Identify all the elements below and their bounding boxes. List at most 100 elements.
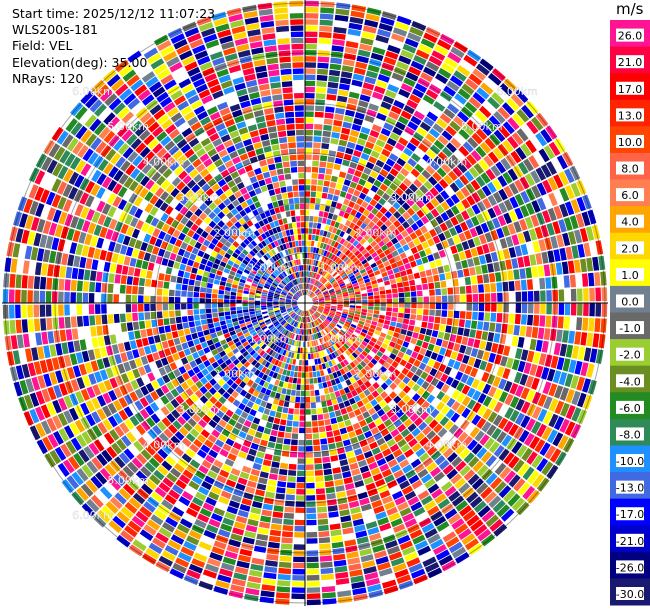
velocity-gate bbox=[248, 303, 254, 306]
velocity-gate bbox=[307, 259, 310, 265]
velocity-gate bbox=[296, 489, 305, 495]
velocity-gate bbox=[454, 178, 465, 189]
velocity-gate bbox=[351, 175, 360, 184]
velocity-gate bbox=[125, 294, 132, 303]
velocity-gate bbox=[318, 537, 331, 544]
velocity-gate bbox=[312, 279, 316, 285]
velocity-gate bbox=[404, 308, 411, 314]
velocity-gate bbox=[211, 308, 218, 313]
velocity-gate bbox=[319, 19, 333, 26]
velocity-gate bbox=[325, 273, 331, 279]
velocity-gate bbox=[305, 252, 308, 259]
velocity-gate bbox=[311, 278, 314, 284]
velocity-gate bbox=[565, 185, 575, 200]
velocity-gate bbox=[542, 179, 553, 194]
velocity-gate bbox=[466, 49, 482, 62]
velocity-gate bbox=[340, 71, 353, 79]
velocity-gate bbox=[366, 255, 373, 262]
velocity-gate bbox=[305, 203, 310, 210]
velocity-gate bbox=[594, 318, 601, 333]
velocity-gate bbox=[305, 99, 315, 105]
velocity-gate bbox=[416, 243, 424, 252]
velocity-gate bbox=[345, 206, 353, 214]
velocity-gate bbox=[367, 237, 374, 244]
velocity-gate bbox=[363, 167, 372, 175]
velocity-gate bbox=[311, 265, 315, 272]
velocity-gate bbox=[119, 284, 126, 294]
velocity-gate bbox=[422, 94, 435, 105]
velocity-gate bbox=[356, 106, 367, 114]
velocity-gate bbox=[306, 458, 314, 464]
velocity-gate bbox=[435, 288, 441, 296]
velocity-gate bbox=[325, 106, 335, 113]
velocity-gate bbox=[306, 501, 316, 507]
velocity-gate bbox=[305, 197, 310, 203]
velocity-gate bbox=[305, 86, 315, 93]
velocity-gate bbox=[211, 298, 218, 303]
velocity-gate bbox=[318, 235, 323, 242]
velocity-gate bbox=[379, 169, 389, 178]
velocity-gate bbox=[279, 462, 289, 470]
velocity-gate bbox=[441, 295, 448, 303]
velocity-gate bbox=[469, 227, 478, 238]
velocity-gate bbox=[295, 396, 301, 403]
velocity-gate bbox=[295, 507, 305, 514]
velocity-gate bbox=[361, 201, 369, 209]
velocity-gate bbox=[331, 247, 336, 254]
velocity-gate bbox=[433, 252, 441, 260]
velocity-gate bbox=[470, 150, 482, 162]
velocity-gate bbox=[224, 295, 230, 299]
velocity-gate bbox=[301, 384, 305, 391]
velocity-gate bbox=[318, 38, 332, 45]
velocity-gate bbox=[475, 63, 490, 76]
velocity-gate bbox=[398, 303, 405, 308]
velocity-gate bbox=[305, 283, 307, 289]
velocity-gate bbox=[487, 151, 499, 164]
velocity-gate bbox=[423, 32, 438, 44]
velocity-gate bbox=[312, 298, 318, 301]
velocity-gate bbox=[145, 278, 152, 287]
velocity-gate bbox=[406, 217, 415, 226]
velocity-gate bbox=[88, 304, 95, 315]
velocity-gate bbox=[281, 537, 293, 544]
velocity-gate bbox=[455, 213, 465, 224]
velocity-gate bbox=[326, 274, 332, 280]
velocity-gate bbox=[440, 190, 450, 200]
velocity-gate bbox=[316, 185, 323, 192]
velocity-gate bbox=[132, 286, 138, 295]
velocity-gate bbox=[323, 118, 333, 125]
velocity-gate bbox=[217, 299, 224, 303]
velocity-gate bbox=[388, 215, 397, 224]
velocity-gate bbox=[321, 573, 334, 581]
velocity-gate bbox=[402, 257, 409, 265]
velocity-gate bbox=[311, 294, 316, 299]
velocity-gate bbox=[545, 315, 552, 328]
velocity-gate bbox=[242, 303, 248, 307]
velocity-gate bbox=[459, 311, 466, 319]
velocity-gate bbox=[89, 315, 96, 326]
velocity-gate bbox=[486, 220, 495, 231]
velocity-gate bbox=[372, 91, 384, 100]
velocity-gate bbox=[382, 192, 391, 201]
velocity-gate bbox=[400, 192, 410, 202]
velocity-gate bbox=[419, 250, 427, 258]
velocity-gate bbox=[300, 390, 305, 397]
velocity-gate bbox=[479, 105, 492, 118]
velocity-gate bbox=[461, 158, 473, 170]
velocity-gate bbox=[294, 519, 305, 526]
velocity-gate bbox=[326, 284, 332, 289]
velocity-gate bbox=[351, 280, 358, 285]
velocity-gate bbox=[330, 293, 336, 296]
velocity-gate bbox=[349, 274, 356, 280]
velocity-gate bbox=[333, 284, 339, 288]
velocity-gate bbox=[478, 284, 484, 293]
velocity-gate bbox=[337, 95, 348, 103]
velocity-gate bbox=[316, 292, 322, 296]
velocity-gate bbox=[342, 247, 348, 254]
velocity-gate bbox=[361, 31, 376, 40]
velocity-gate bbox=[323, 293, 330, 297]
velocity-gate bbox=[484, 232, 493, 243]
velocity-gate bbox=[502, 281, 509, 292]
velocity-gate bbox=[381, 62, 395, 72]
velocity-gate bbox=[355, 144, 364, 152]
